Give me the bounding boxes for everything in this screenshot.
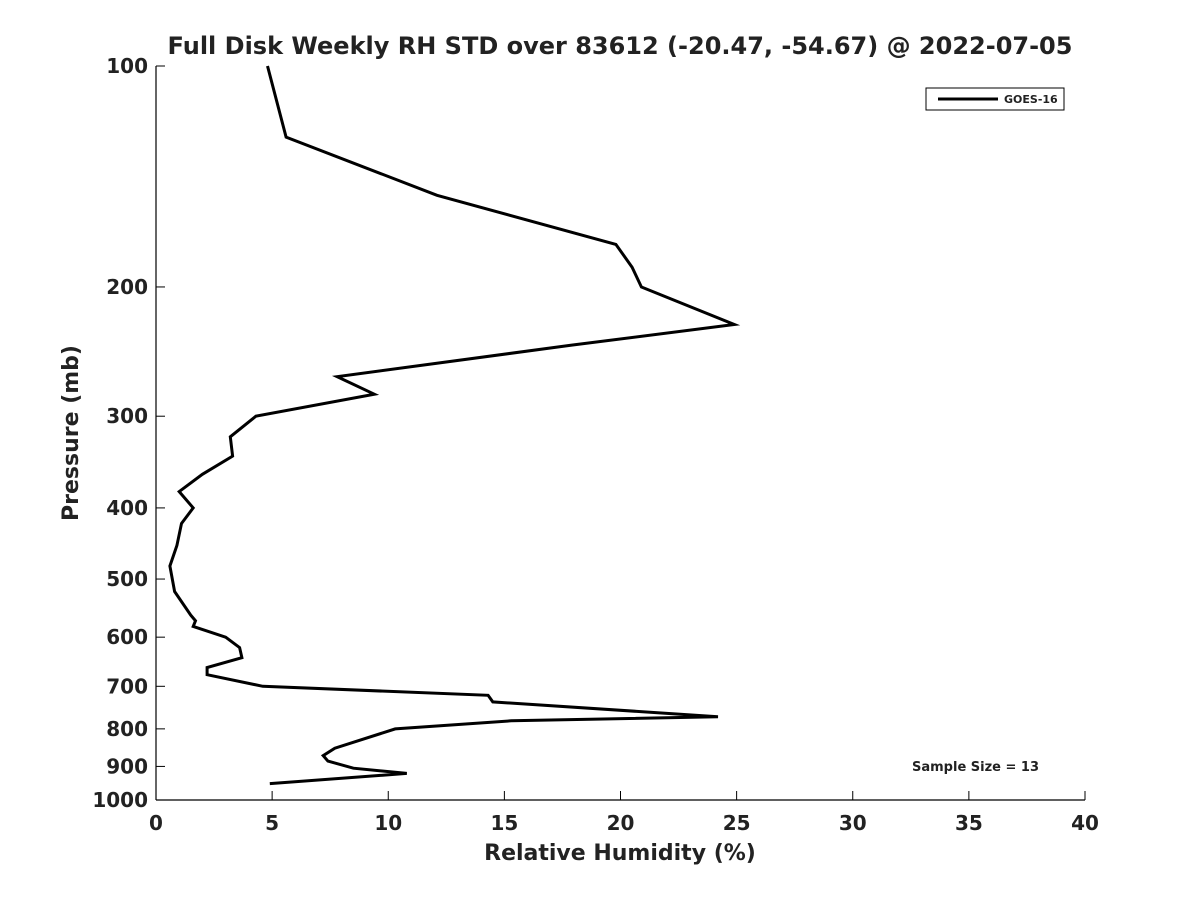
y-tick-label: 100 xyxy=(106,54,148,78)
legend: GOES-16 xyxy=(926,88,1064,110)
x-tick-label: 35 xyxy=(955,811,983,835)
y-tick-label: 400 xyxy=(106,496,148,520)
sample-size-annotation: Sample Size = 13 xyxy=(912,760,1039,775)
x-tick-label: 40 xyxy=(1071,811,1099,835)
y-tick-label: 300 xyxy=(106,404,148,428)
x-tick-label: 25 xyxy=(723,811,751,835)
y-tick-label: 1000 xyxy=(92,788,148,812)
y-axis-label: Pressure (mb) xyxy=(59,345,84,521)
y-tick-label: 800 xyxy=(106,717,148,741)
legend-label-goes-16: GOES-16 xyxy=(1004,93,1058,106)
x-tick-label: 0 xyxy=(149,811,163,835)
x-tick-label: 20 xyxy=(607,811,635,835)
y-tick-label: 200 xyxy=(106,275,148,299)
chart-title: Full Disk Weekly RH STD over 83612 (-20.… xyxy=(168,32,1073,60)
x-tick-label: 15 xyxy=(490,811,518,835)
x-axis-label: Relative Humidity (%) xyxy=(484,841,756,866)
x-tick-label: 5 xyxy=(265,811,279,835)
x-tick-label: 10 xyxy=(374,811,402,835)
x-tick-label: 30 xyxy=(839,811,867,835)
y-tick-label: 700 xyxy=(106,674,148,698)
y-tick-label: 600 xyxy=(106,625,148,649)
y-tick-label: 500 xyxy=(106,567,148,591)
y-tick-label: 900 xyxy=(106,754,148,778)
